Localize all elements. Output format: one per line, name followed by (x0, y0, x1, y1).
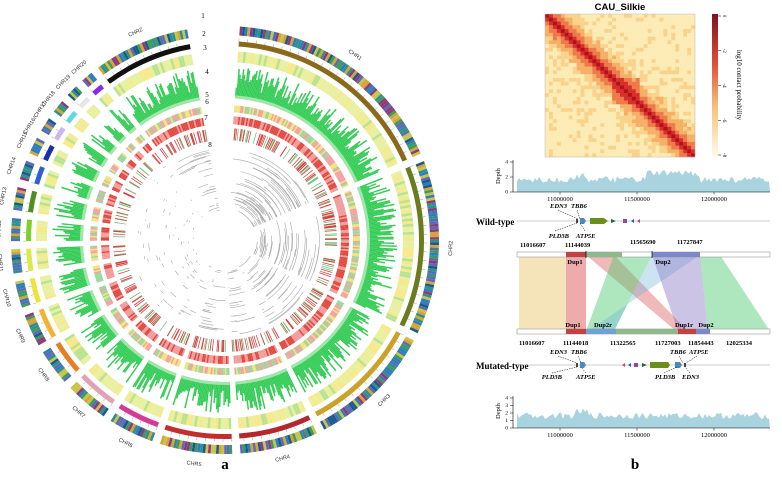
colorbar-tick: -2 (721, 49, 726, 54)
wildtype-genes (576, 218, 640, 224)
mt-gene-atp5e-left: ATP5E (575, 374, 596, 381)
track-number: 8 (208, 141, 212, 149)
x-tick: 12000000 (701, 432, 727, 439)
chr-label: CHR13 (0, 187, 8, 206)
wt-dup2: Dup2 (655, 259, 670, 266)
wt-gene-atp5e: ATP5E (575, 233, 596, 240)
depth-label-top: Depth (495, 167, 502, 184)
mutated-label: Mutated-type (476, 361, 529, 371)
x-tick: 11000000 (547, 432, 573, 439)
track-numbers: 1 2 3 4 56 7 8 (201, 12, 212, 149)
depth-label-bottom: Depth (495, 402, 502, 419)
wildtype-label: Wild-type (476, 217, 514, 227)
colorbar-label: log10 contact probability (735, 50, 743, 121)
mt-coord-5: 11854443 (688, 340, 714, 347)
wt-coord-2: 11144039 (565, 242, 591, 249)
chr-label: CHR5 (186, 460, 202, 468)
mt-dup2: Dup2 (698, 322, 713, 329)
chr-label: CHR20 (71, 60, 89, 76)
track-number: 3 (203, 44, 207, 52)
depth-tick: 0 (505, 189, 508, 195)
panel-label-b: b (631, 457, 639, 473)
wt-gene-pld3b: PLD3B (549, 233, 570, 240)
chr-label: CHR7 (71, 405, 86, 419)
depth-tick: 1 (505, 418, 508, 424)
panel-label-a: a (221, 457, 229, 473)
mt-coord-6: 12025334 (726, 340, 753, 347)
mt-gene-atp5e-right: ATP5E (688, 349, 709, 356)
wt-coord-4: 11727847 (677, 239, 703, 246)
track-number: 5 (205, 91, 209, 99)
duplication-schematic: 11016607 11144039 11565690 11727847 Dup1… (516, 239, 771, 347)
colorbar-tick: -4 (721, 83, 726, 88)
depth-area-top (517, 170, 770, 192)
chr-label: CHR19 (55, 74, 72, 91)
track-number: 2 (202, 30, 206, 38)
mt-gene-pld3b-right: PLD3B (655, 374, 676, 381)
depth-tick: 4 (505, 159, 508, 165)
mt-coord-2: 11144018 (563, 340, 589, 347)
hic-heatmap: CAU_Silkie 0 -2 -4 -6 -8 log10 contact proba… (544, 2, 743, 158)
mt-dup2r: Dup2r (594, 322, 612, 329)
depth-tick: 4 (505, 395, 508, 401)
depth-tick: 2 (505, 174, 508, 180)
circos-plot (10, 26, 439, 454)
x-tick: 11500000 (624, 196, 650, 203)
colorbar-ticks: 0 -2 -4 -6 -8 (718, 15, 726, 158)
chr-label: CHR12 (0, 220, 3, 238)
x-tick: 11000000 (547, 196, 573, 203)
mutated-genes (576, 362, 686, 368)
wt-coord-3: 11565690 (630, 239, 656, 246)
track-number: 1 (201, 12, 205, 20)
depth-area-bottom (517, 408, 770, 428)
mt-coord-4: 11727003 (655, 340, 681, 347)
track-number: 6 (205, 98, 209, 106)
mt-gene-tbb6-right: TBB6 (670, 349, 687, 356)
chr-label: CHR10 (1, 289, 11, 308)
colorbar-tick: -6 (721, 118, 726, 123)
depth-tick: 3 (505, 403, 508, 409)
wt-gene-edn3: EDN3 (549, 203, 568, 210)
colorbar (712, 14, 718, 157)
mt-gene-edn3-right: EDN3 (681, 374, 700, 381)
colorbar-tick: 0 (721, 15, 726, 18)
track-number: 4 (205, 68, 209, 76)
x-ticks-bottom: 11000000 11500000 12000000 (547, 428, 727, 439)
chr-label: CHR14 (6, 156, 18, 175)
chr-label: CHR8 (36, 367, 50, 383)
mt-gene-pld3b-left: PLD3B (542, 374, 563, 381)
mt-coord-3: 11322565 (610, 340, 636, 347)
colorbar-tick: -8 (721, 153, 726, 158)
wt-dup1: Dup1 (567, 259, 582, 266)
chr-label: CHRZ (128, 27, 145, 39)
depth-tick: 0 (505, 425, 508, 431)
chr-label: CHR9 (14, 328, 26, 344)
chr-label: CHR2 (448, 241, 455, 256)
mt-coord-1: 11016607 (519, 340, 545, 347)
mt-gene-tbb6-left: TBB6 (571, 349, 588, 356)
chr-label: CHR6 (117, 437, 133, 449)
chr-label: CHR4 (275, 454, 291, 464)
chr-label: CHR11 (0, 254, 4, 272)
track-number: 7 (204, 114, 208, 122)
depth-plot-bottom: Depth 4 32 10 11000000 11500000 12000000 (495, 395, 770, 439)
wt-coord-1: 11016607 (520, 242, 546, 249)
heatmap-title: CAU_Silkie (595, 2, 646, 13)
chr-label: CHR3 (377, 393, 392, 408)
depth-plot-top: Depth 4 2 0 11000000 11500000 12000000 (495, 159, 770, 203)
mutated-track: Mutated-type EDN3 TBB6 PLD3B ATP5E TBB6 … (476, 349, 770, 381)
chr-label: CHR1 (347, 49, 363, 63)
depth-tick: 2 (505, 410, 508, 416)
x-tick: 11500000 (624, 432, 650, 439)
wildtype-track: Wild-type EDN3 TBB6 PLD3B ATP5E (476, 203, 770, 240)
wt-gene-tbb6: TBB6 (571, 203, 588, 210)
mt-dup1: Dup1 (565, 322, 580, 329)
mt-dup1r: Dup1r (675, 322, 693, 329)
chr-label: CHR18 (41, 90, 57, 108)
x-ticks-top: 11000000 11500000 12000000 (547, 192, 727, 203)
heatmap-matrix (545, 14, 696, 158)
mt-gene-edn3-left: EDN3 (549, 349, 568, 356)
x-tick: 12000000 (701, 196, 727, 203)
